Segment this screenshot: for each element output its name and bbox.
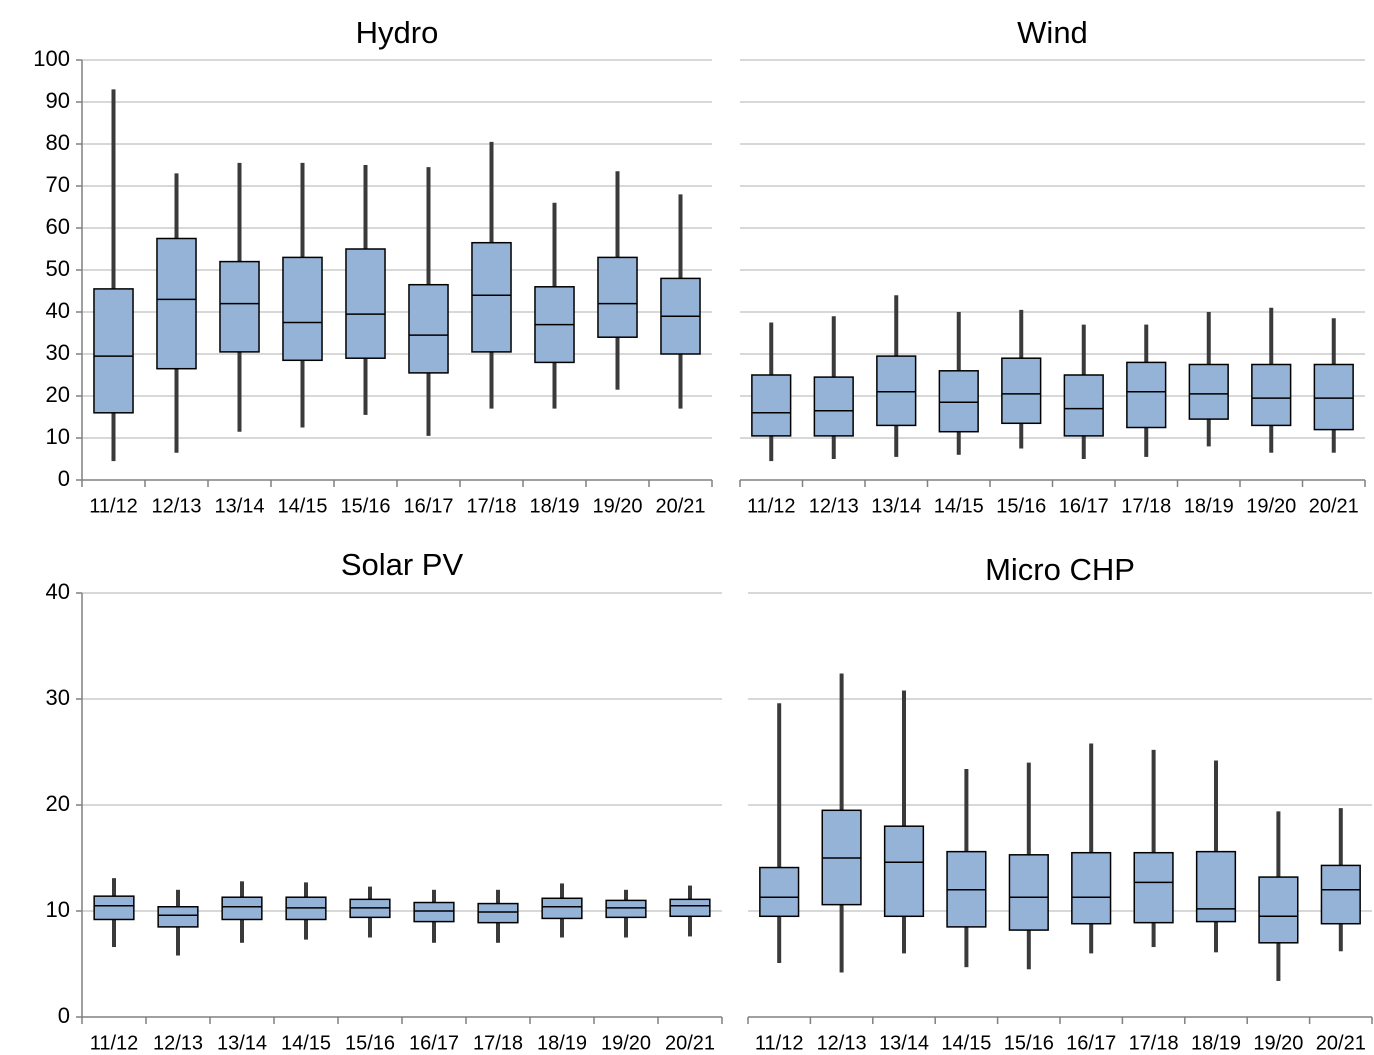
box (1126, 361, 1167, 429)
box (1251, 363, 1292, 427)
x-tick-label: 16/17 (409, 1032, 459, 1054)
y-tick-label: 100 (33, 46, 70, 71)
box (477, 902, 519, 924)
box (876, 355, 917, 427)
x-tick-label: 14/15 (941, 1032, 991, 1054)
x-tick-label: 19/20 (601, 1032, 651, 1054)
box (883, 825, 925, 918)
x-tick-label: 11/12 (755, 1032, 804, 1054)
x-tick-label: 13/14 (879, 1032, 929, 1054)
y-tick-label: 30 (46, 340, 70, 365)
x-tick-label: 20/21 (1316, 1032, 1366, 1054)
y-tick-label: 0 (58, 466, 70, 491)
box (345, 248, 386, 359)
x-tick-label: 13/14 (871, 495, 921, 517)
x-tick-label: 17/18 (1129, 1032, 1179, 1054)
x-tick-label: 20/21 (1309, 495, 1359, 517)
x-tick-label: 19/20 (592, 495, 642, 517)
x-tick-label: 11/12 (747, 495, 796, 517)
box (1320, 864, 1361, 925)
box (1313, 363, 1354, 431)
box (1071, 851, 1112, 925)
x-tick-label: 15/16 (340, 495, 390, 517)
x-tick-label: 16/17 (1066, 1032, 1116, 1054)
x-tick-label: 19/20 (1253, 1032, 1303, 1054)
x-tick-label: 20/21 (665, 1032, 715, 1054)
box (413, 901, 455, 923)
box (282, 256, 323, 362)
y-tick-label: 30 (46, 685, 70, 710)
panel-title: Wind (1017, 15, 1088, 50)
box (938, 370, 979, 433)
box (93, 288, 134, 414)
x-tick-label: 19/20 (1246, 495, 1296, 517)
box (605, 899, 647, 919)
y-tick-label: 40 (46, 579, 70, 604)
x-tick-label: 12/13 (151, 495, 201, 517)
x-tick-label: 18/19 (1184, 495, 1234, 517)
panel-title: Solar PV (341, 547, 464, 582)
y-tick-label: 80 (46, 130, 70, 155)
box (1133, 851, 1174, 924)
x-tick-label: 13/14 (217, 1032, 267, 1054)
box (93, 895, 135, 921)
x-tick-label: 15/16 (1004, 1032, 1054, 1054)
box (156, 237, 197, 370)
x-tick-label: 12/13 (153, 1032, 203, 1054)
x-tick-label: 16/17 (1059, 495, 1109, 517)
y-tick-label: 40 (46, 298, 70, 323)
x-tick-label: 11/12 (89, 495, 138, 517)
x-tick-label: 17/18 (466, 495, 516, 517)
box (751, 374, 792, 437)
box (669, 898, 711, 918)
y-tick-label: 10 (46, 897, 70, 922)
x-tick-label: 14/15 (277, 495, 327, 517)
x-tick-label: 16/17 (403, 495, 453, 517)
x-tick-label: 15/16 (996, 495, 1046, 517)
box (221, 896, 263, 921)
box (597, 256, 638, 338)
panel-title: Micro CHP (985, 552, 1135, 587)
panel-title: Hydro (356, 15, 439, 50)
x-tick-label: 15/16 (345, 1032, 395, 1054)
box (1063, 374, 1104, 437)
x-tick-label: 12/13 (817, 1032, 867, 1054)
x-tick-label: 17/18 (473, 1032, 523, 1054)
box (408, 283, 449, 374)
x-tick-label: 18/19 (537, 1032, 587, 1054)
box (1195, 850, 1237, 923)
y-tick-label: 50 (46, 256, 70, 281)
box (1258, 876, 1299, 944)
x-tick-label: 13/14 (214, 495, 264, 517)
x-tick-label: 11/12 (90, 1032, 139, 1054)
box (157, 906, 199, 928)
box (541, 897, 583, 920)
box (1001, 357, 1042, 425)
y-tick-label: 10 (46, 424, 70, 449)
box (1008, 854, 1049, 931)
y-tick-label: 70 (46, 172, 70, 197)
x-tick-label: 14/15 (934, 495, 984, 517)
x-tick-label: 18/19 (529, 495, 579, 517)
box (471, 241, 512, 353)
y-tick-label: 0 (58, 1003, 70, 1028)
x-tick-label: 12/13 (809, 495, 859, 517)
box (759, 866, 800, 918)
x-tick-label: 18/19 (1191, 1032, 1241, 1054)
y-tick-label: 60 (46, 214, 70, 239)
box (813, 376, 854, 437)
y-tick-label: 20 (46, 382, 70, 407)
x-tick-label: 17/18 (1121, 495, 1171, 517)
box (219, 260, 260, 353)
x-tick-label: 20/21 (655, 495, 705, 517)
y-tick-label: 90 (46, 88, 70, 113)
x-tick-label: 14/15 (281, 1032, 331, 1054)
box (1188, 363, 1229, 420)
y-tick-label: 20 (46, 791, 70, 816)
